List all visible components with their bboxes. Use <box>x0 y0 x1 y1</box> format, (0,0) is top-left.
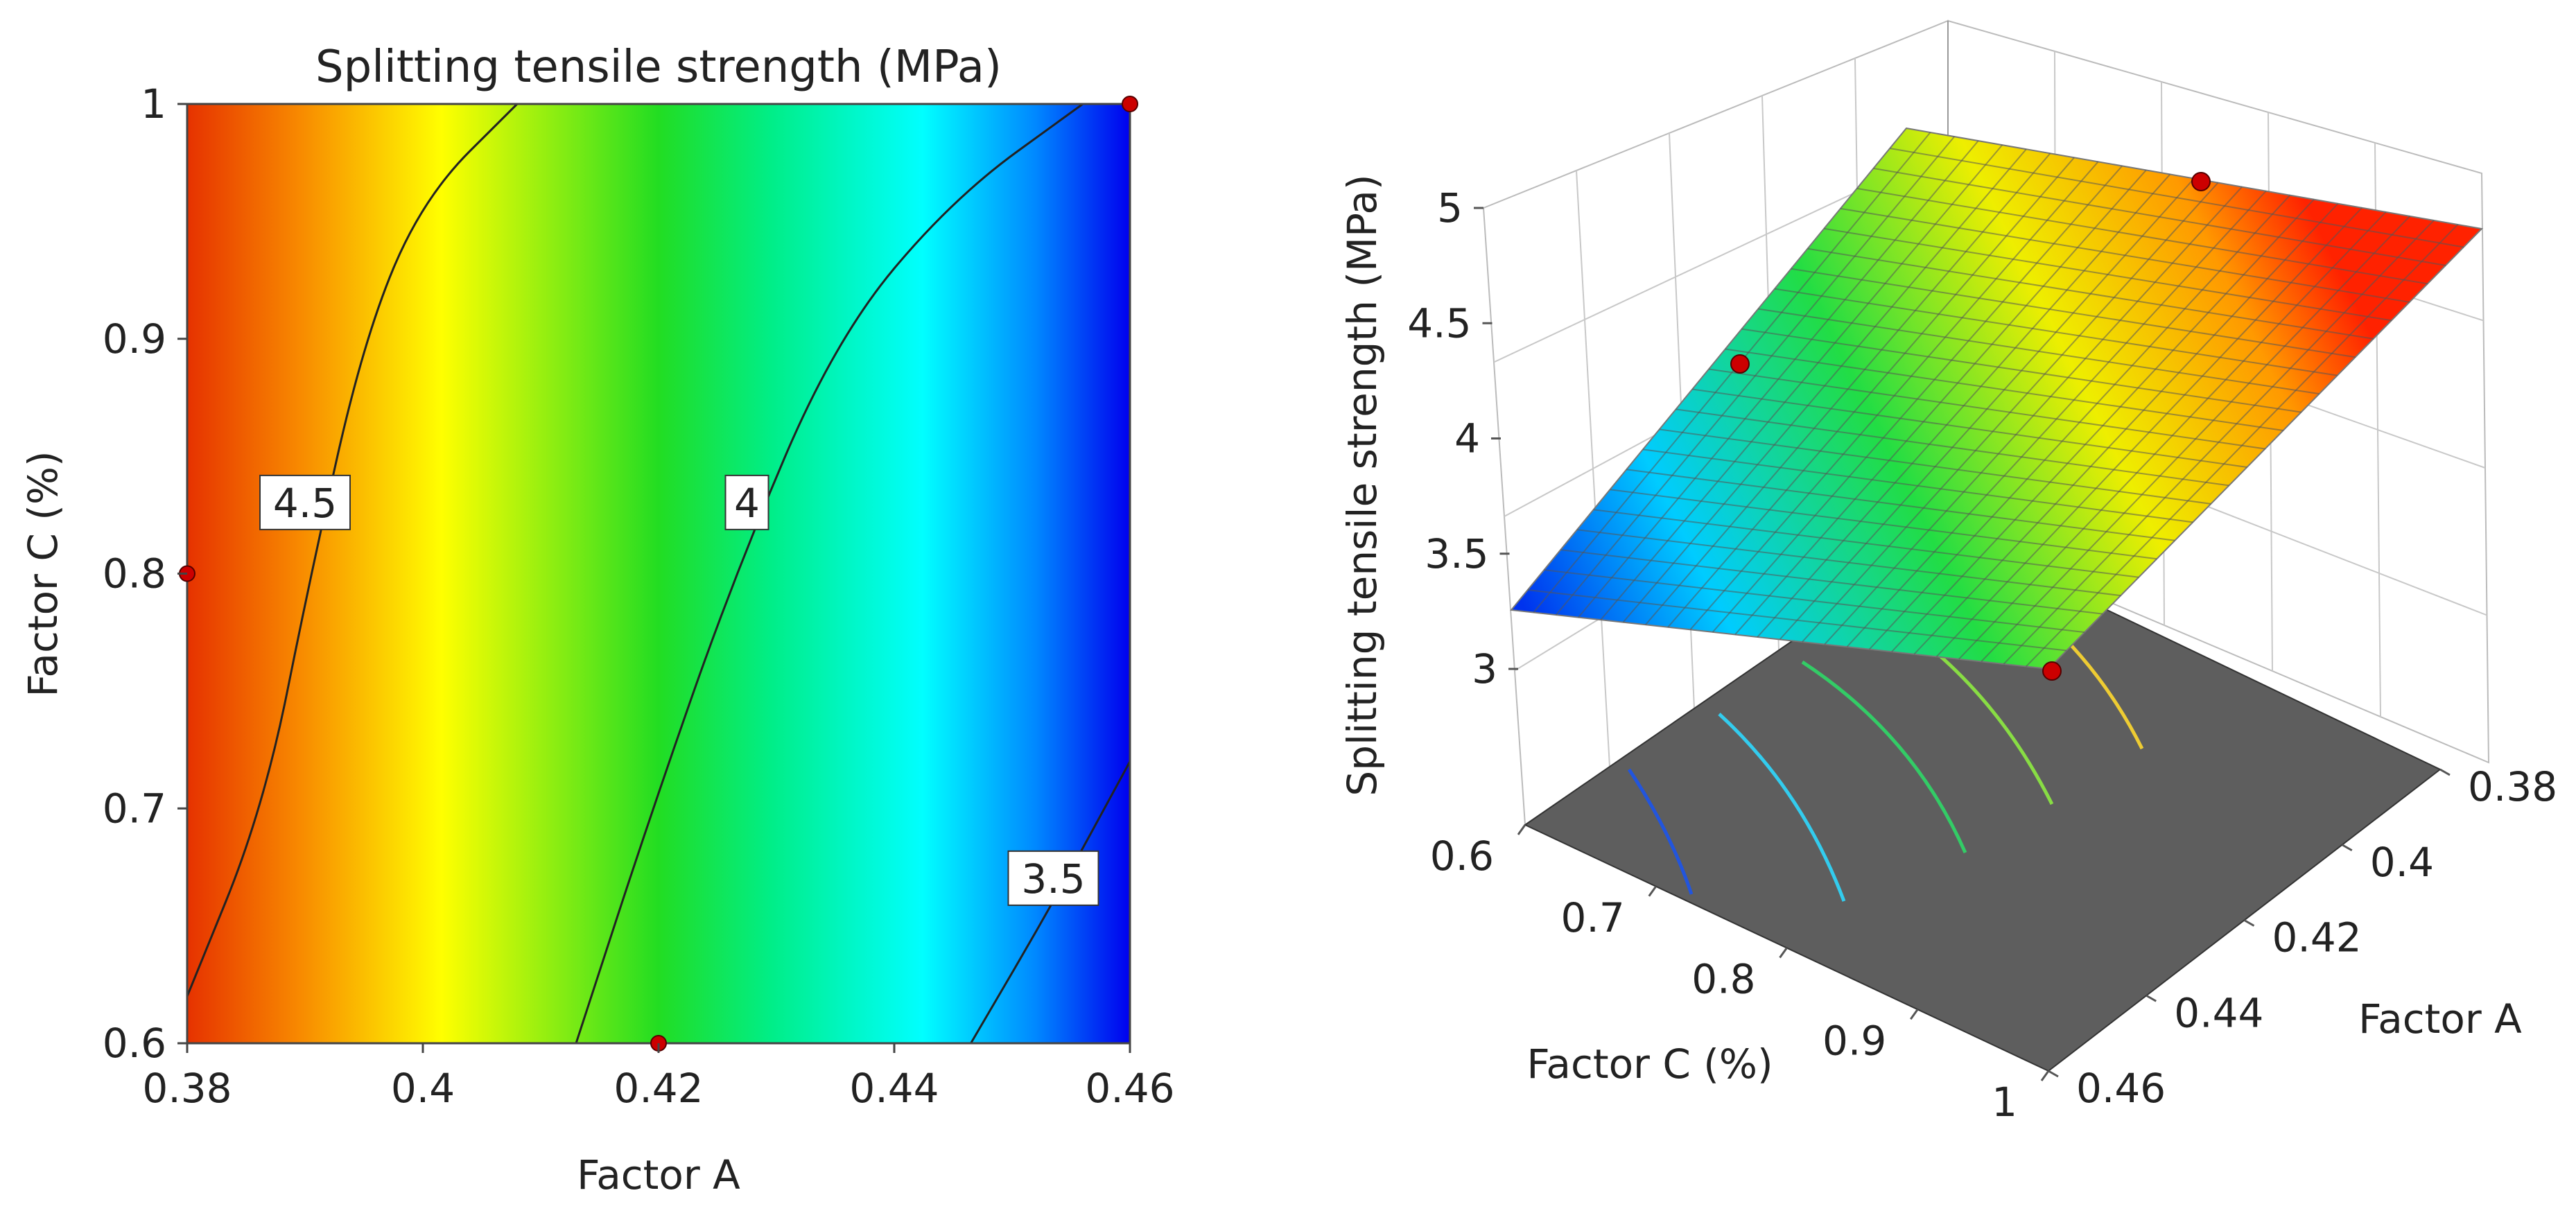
contour-x-axis-label: Factor A <box>577 1151 740 1199</box>
y-tick-label: 0.7 <box>103 785 166 832</box>
c-tick-mark <box>1648 885 1657 897</box>
contour-label-3.5: 3.5 <box>1021 855 1085 903</box>
a-tick-label: 0.44 <box>2174 989 2263 1036</box>
x-tick-label: 0.38 <box>142 1065 232 1112</box>
contour-label-4.5: 4.5 <box>273 480 337 527</box>
c-tick-mark <box>1517 824 1526 835</box>
z-tick-label: 3.5 <box>1425 530 1488 577</box>
contour-label-4: 4 <box>734 480 760 527</box>
x-tick-label: 0.46 <box>1085 1065 1174 1112</box>
contour-line-4.5 <box>187 104 519 997</box>
floor-contour-4 <box>1801 660 1967 854</box>
c-tick-label: 1 <box>1992 1079 2017 1126</box>
design-point <box>1730 354 1750 374</box>
contour-line-4 <box>575 104 1084 1043</box>
surface-a-axis-label: Factor A <box>2358 995 2522 1043</box>
surface-mesh-line <box>1840 207 2410 303</box>
y-tick-label: 1 <box>141 80 166 128</box>
a-tick-label: 0.46 <box>2076 1065 2166 1112</box>
a-tick-mark <box>2048 1070 2059 1078</box>
a-tick-label: 0.38 <box>2468 763 2557 810</box>
surface-z-axis-label: Splitting tensile strength (MPa) <box>1339 174 1386 796</box>
c-tick-mark <box>2040 1070 2050 1081</box>
design-point <box>2191 172 2211 191</box>
a-tick-mark <box>2243 919 2255 927</box>
surface-mesh-line <box>1981 216 2410 663</box>
contour-label-box <box>1007 850 1099 906</box>
z-tick-label: 4 <box>1454 415 1480 462</box>
design-point <box>1122 96 1138 112</box>
surface-mesh-line <box>1856 187 2428 285</box>
x-tick-label: 0.44 <box>849 1065 939 1112</box>
z-tick-label: 4.5 <box>1407 299 1471 347</box>
surface-mesh-line <box>1890 147 2464 248</box>
contour-y-axis-label: Factor C (%) <box>19 451 67 697</box>
c-tick-label: 0.7 <box>1561 894 1625 941</box>
a-tick-label: 0.42 <box>2272 914 2362 961</box>
y-tick-label: 0.8 <box>103 550 166 598</box>
x-tick-label: 0.42 <box>613 1065 703 1112</box>
c-tick-label: 0.8 <box>1691 956 1755 1003</box>
floor-contour-3.5 <box>1627 768 1694 895</box>
c-tick-label: 0.6 <box>1430 833 1494 880</box>
c-tick-mark <box>1910 1009 1919 1020</box>
surface-plot: 3 3.5 4 4.5 5 0.6 0.7 0.8 0.9 1 0.38 0.40.420.440… <box>1339 19 2557 1126</box>
y-tick-label: 0.6 <box>103 1020 166 1067</box>
y-tick-label: 0.9 <box>103 315 166 363</box>
surface-mesh-line <box>2025 224 2459 668</box>
c-tick-mark <box>1779 947 1788 959</box>
contour-label-box <box>724 474 769 530</box>
a-tick-mark <box>2342 844 2353 852</box>
z-tick-label: 3 <box>1472 645 1497 692</box>
design-point <box>2042 661 2062 681</box>
a-tick-label: 0.4 <box>2370 839 2434 886</box>
contour-label-box <box>259 474 351 530</box>
floor-contour-3.75 <box>1718 713 1846 902</box>
a-tick-mark <box>2146 994 2157 1002</box>
z-tick-label: 5 <box>1437 184 1463 232</box>
c-tick-label: 0.9 <box>1822 1017 1886 1064</box>
a-tick-mark <box>2439 768 2451 776</box>
surface-mesh-line <box>1873 167 2446 266</box>
contour-plot: Splitting tensile strength (MPa) 4.5 4 3.5… <box>19 42 1175 1199</box>
surface-c-axis-label: Factor C (%) <box>1526 1040 1773 1088</box>
contour-color-field <box>187 104 1130 1043</box>
x-tick-label: 0.4 <box>391 1065 455 1112</box>
surface-mesh-line <box>2003 220 2435 665</box>
contour-title: Splitting tensile strength (MPa) <box>315 42 1002 93</box>
